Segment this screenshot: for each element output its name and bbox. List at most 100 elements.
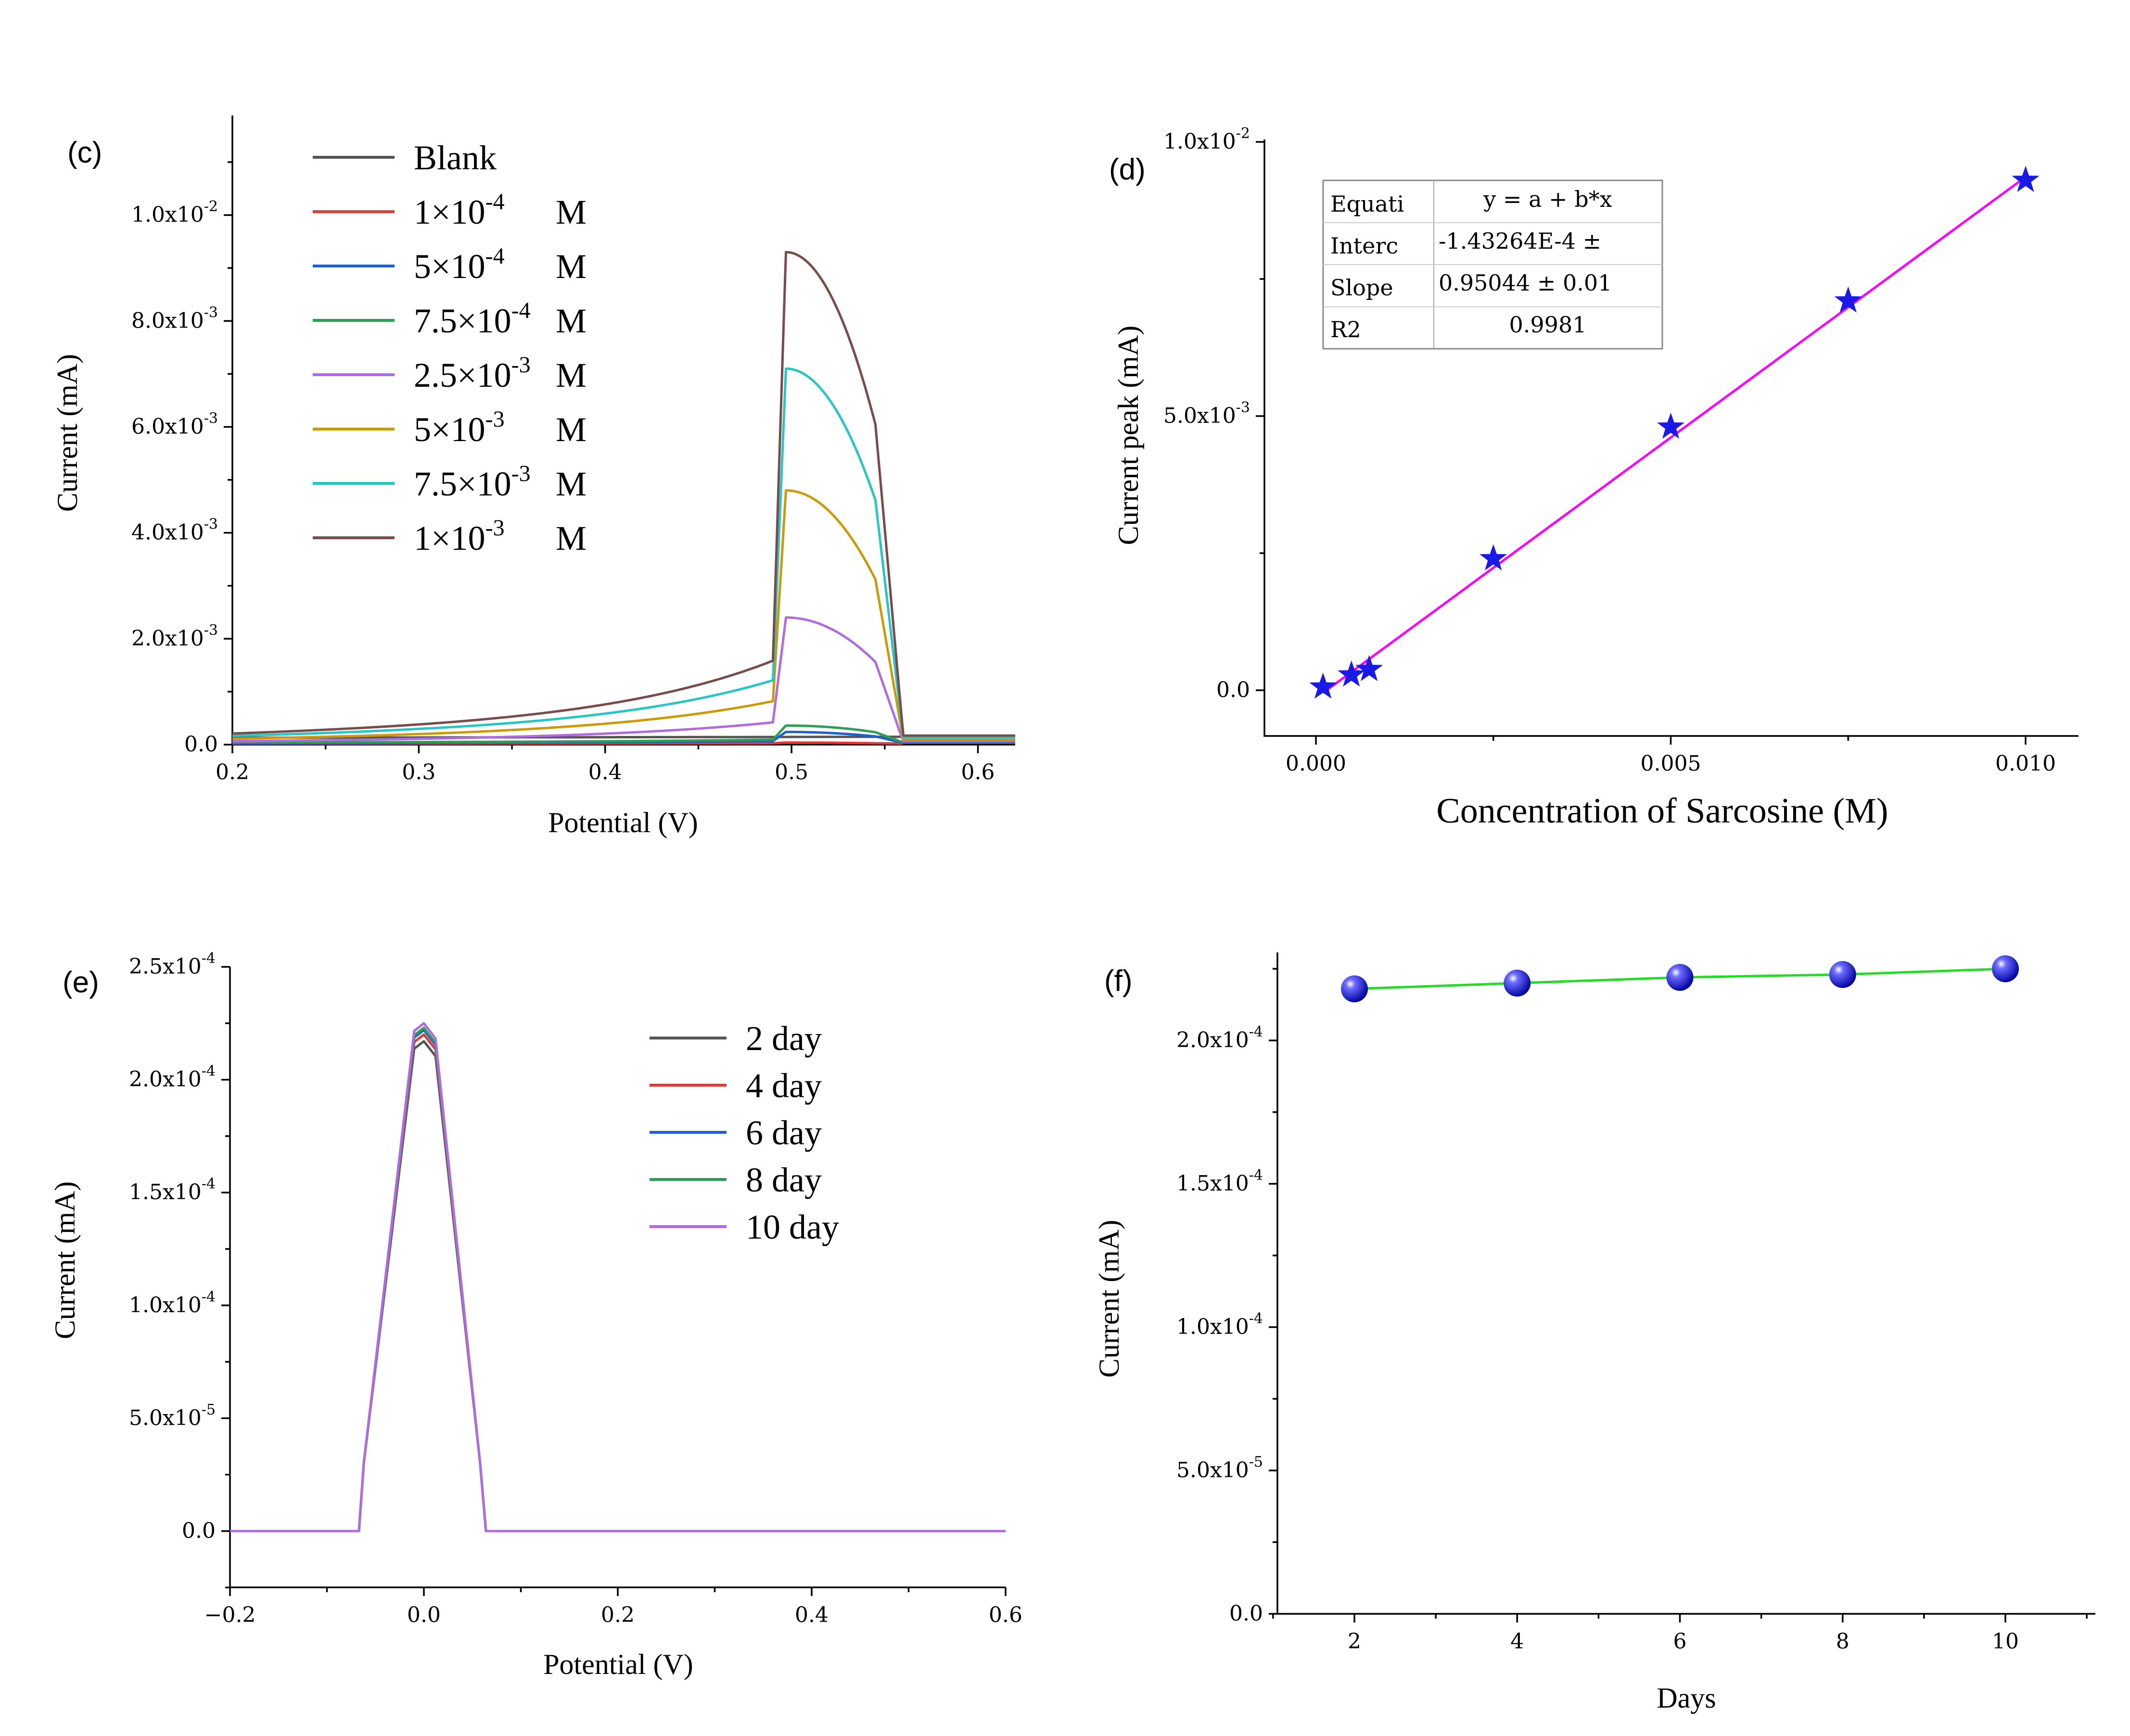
y-tick-mantissa: 2.0x10 bbox=[129, 1067, 202, 1092]
fit-key-r2: R2 bbox=[1330, 317, 1361, 342]
panel-c-x-title: Potential (V) bbox=[548, 807, 698, 838]
legend-unit: M bbox=[556, 465, 587, 503]
y-tick-label: 1.0x10-4 bbox=[129, 1289, 216, 1318]
legend-exponent: -4 bbox=[485, 243, 505, 269]
x-tick-label: 0.6 bbox=[961, 760, 995, 785]
y-tick-exponent: -4 bbox=[202, 1289, 216, 1305]
x-tick-label: 0.2 bbox=[601, 1603, 635, 1627]
legend-label: 1×10-3 bbox=[414, 515, 505, 558]
y-tick-label: 1.0x10-2 bbox=[1163, 125, 1250, 154]
legend-mantissa: 7.5×10 bbox=[414, 465, 511, 503]
star-point-3 bbox=[1480, 544, 1507, 570]
star-point-2 bbox=[1355, 655, 1383, 681]
y-tick-mantissa: 1.0x10 bbox=[1163, 129, 1236, 154]
x-tick-label: 0.000 bbox=[1286, 751, 1346, 776]
panel-d-x-ticks: 0.000 0.005 0.010 bbox=[1286, 736, 2056, 776]
y-tick-exponent: -4 bbox=[1249, 1167, 1263, 1184]
legend-unit: M bbox=[556, 519, 587, 558]
y-tick-exponent: -3 bbox=[204, 304, 218, 321]
sphere-point-2 bbox=[1666, 963, 1694, 991]
fit-val-intercept: -1.43264E-4 ± bbox=[1439, 228, 1601, 254]
series-line-c-7 bbox=[232, 251, 1015, 737]
series-line-e-4 bbox=[230, 1022, 1006, 1533]
fit-table: Equati y = a + b*x Interc -1.43264E-4 ± … bbox=[1322, 179, 1663, 350]
y-tick-mantissa: 8.0x10 bbox=[131, 308, 204, 333]
x-tick-label: 0.0 bbox=[407, 1603, 441, 1627]
panel-f-y-ticks: 0.05.0x10-51.0x10-41.5x10-42.0x10-4 bbox=[1176, 968, 1277, 1626]
y-tick-label: 0.0 bbox=[1229, 1601, 1263, 1626]
legend-label: Blank bbox=[414, 139, 497, 177]
x-tick-label: 4 bbox=[1510, 1629, 1524, 1654]
series-line-c-5 bbox=[232, 489, 1015, 741]
x-tick-label: 0.3 bbox=[402, 760, 435, 785]
y-tick-label: 2.0x10-3 bbox=[131, 622, 218, 651]
y-tick-mantissa: 0.0 bbox=[182, 1519, 216, 1543]
legend-mantissa: Blank bbox=[414, 139, 497, 177]
fit-val-equation: y = a + b*x bbox=[1483, 186, 1612, 212]
x-tick-label: 0.5 bbox=[775, 760, 808, 785]
legend-exponent: -4 bbox=[511, 298, 531, 323]
y-tick-mantissa: 2.0x10 bbox=[131, 626, 204, 651]
panel-e: (e) 0.05.0x10-51.0x10-41.5x10-42.0x10-42… bbox=[49, 950, 1022, 1680]
y-tick-exponent: -4 bbox=[202, 1063, 216, 1080]
panel-d-axes bbox=[1263, 139, 2079, 737]
y-tick-mantissa: 2.0x10 bbox=[1176, 1028, 1249, 1052]
y-tick-mantissa: 1.0x10 bbox=[129, 1293, 202, 1318]
sphere-point-4 bbox=[1992, 955, 2019, 982]
fit-val-slope: 0.95044 ± 0.01 bbox=[1439, 270, 1612, 296]
legend-unit: M bbox=[556, 356, 587, 394]
y-tick-exponent: -4 bbox=[202, 950, 216, 967]
legend-mantissa: 1×10 bbox=[414, 519, 485, 558]
series-line-e-3 bbox=[230, 1026, 1006, 1533]
legend-label: 7.5×10-4 bbox=[414, 298, 531, 340]
panel-d-y-ticks: 0.0 5.0x10-3 1.0x10-2 bbox=[1163, 125, 1264, 702]
series-line-c-3 bbox=[232, 724, 1015, 744]
y-tick-label: 5.0x10-3 bbox=[1163, 399, 1250, 428]
legend-mantissa: 2.5×10 bbox=[414, 356, 511, 394]
y-tick-exponent: -3 bbox=[204, 516, 218, 533]
panel-c-label: (c) bbox=[67, 136, 102, 169]
x-tick-label: 2 bbox=[1348, 1629, 1361, 1654]
x-tick-label: −0.2 bbox=[204, 1603, 256, 1627]
x-tick-label: 0.005 bbox=[1641, 751, 1701, 776]
y-tick-mantissa: 1.5x10 bbox=[129, 1180, 202, 1204]
fit-val-r2: 0.9981 bbox=[1509, 312, 1587, 338]
panel-e-axes bbox=[229, 967, 1006, 1588]
panel-c-series bbox=[232, 251, 1015, 745]
y-tick-label: 1.0x10-2 bbox=[131, 198, 218, 227]
x-tick-label: 0.010 bbox=[1995, 751, 2056, 776]
series-line-e-1 bbox=[230, 1033, 1006, 1533]
legend-label: 5×10-3 bbox=[414, 406, 505, 449]
y-tick-label: 2.5x10-4 bbox=[129, 950, 216, 979]
y-tick-label: 2.0x10-4 bbox=[129, 1063, 216, 1092]
x-tick-label: 10 bbox=[1992, 1629, 2019, 1654]
legend-unit: M bbox=[556, 193, 587, 231]
sphere-point-0 bbox=[1341, 975, 1368, 1002]
sphere-point-1 bbox=[1504, 969, 1531, 997]
legend-label: 10 day bbox=[746, 1208, 839, 1246]
y-tick-exponent: -4 bbox=[1249, 1310, 1263, 1327]
star-point-6 bbox=[2012, 165, 2040, 192]
series-line-c-6 bbox=[232, 367, 1015, 739]
legend-mantissa: 5×10 bbox=[414, 410, 485, 449]
legend-mantissa: 1×10 bbox=[414, 193, 485, 231]
y-tick-mantissa: 0.0 bbox=[1229, 1601, 1263, 1626]
series-line-e-0 bbox=[230, 1040, 1006, 1533]
y-tick-mantissa: 6.0x10 bbox=[131, 414, 204, 439]
y-tick-mantissa: 5.0x10 bbox=[1163, 404, 1236, 428]
series-line-e-2 bbox=[230, 1028, 1006, 1533]
legend-unit: M bbox=[556, 410, 587, 449]
star-point-1 bbox=[1338, 660, 1365, 687]
legend-label: 2.5×10-3 bbox=[414, 352, 531, 394]
y-tick-exponent: -5 bbox=[202, 1401, 216, 1418]
x-tick-label: 0.4 bbox=[795, 1603, 829, 1627]
y-tick-exponent: -3 bbox=[204, 410, 218, 427]
panel-e-label: (e) bbox=[63, 966, 99, 999]
panel-c: (c) 0.02.0x10-34.0x10-36.0x10-38.0x10-31… bbox=[51, 115, 1015, 838]
y-tick-exponent: -5 bbox=[1249, 1454, 1263, 1470]
x-tick-label: 8 bbox=[1836, 1629, 1849, 1654]
legend-exponent: -3 bbox=[511, 352, 531, 378]
y-tick-label: 1.5x10-4 bbox=[129, 1176, 216, 1204]
y-tick-mantissa: 1.0x10 bbox=[131, 203, 204, 227]
y-tick-mantissa: 1.0x10 bbox=[1176, 1315, 1249, 1339]
